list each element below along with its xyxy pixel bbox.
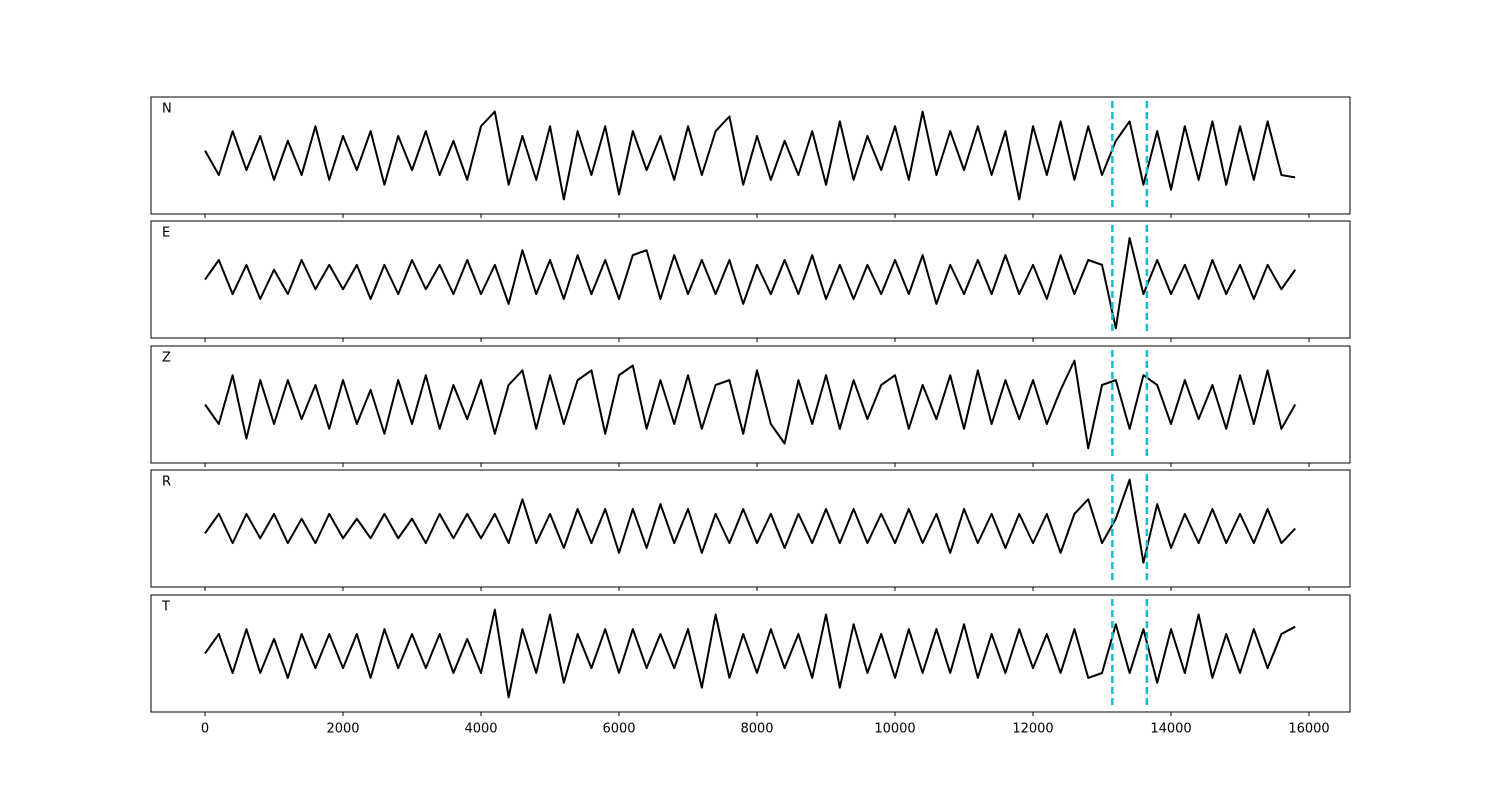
x-tick-label: 8000 — [740, 722, 773, 737]
trace — [204, 608, 1296, 699]
trace — [204, 478, 1296, 564]
panel-frame — [150, 345, 1351, 464]
x-tick-label: 0 — [201, 722, 209, 737]
panel-label: Z — [162, 351, 171, 366]
x-tick-label: 14000 — [1150, 722, 1191, 737]
panel-label: R — [162, 475, 171, 490]
trace — [204, 110, 1296, 201]
x-tick-label: 10000 — [874, 722, 915, 737]
panel-frame — [150, 220, 1351, 339]
panel-frame — [150, 96, 1351, 215]
trace — [204, 237, 1297, 330]
panel-frame — [150, 469, 1351, 588]
panel-label: N — [162, 102, 172, 117]
x-tick-label: 4000 — [464, 722, 497, 737]
x-tick-label: 16000 — [1288, 722, 1329, 737]
x-tick-label: 2000 — [326, 722, 359, 737]
panel-label: T — [161, 600, 170, 615]
panel-label: E — [162, 226, 170, 241]
x-tick-label: 12000 — [1012, 722, 1053, 737]
x-tick-label: 6000 — [602, 722, 635, 737]
panel-frame — [150, 594, 1351, 713]
trace — [204, 359, 1297, 450]
